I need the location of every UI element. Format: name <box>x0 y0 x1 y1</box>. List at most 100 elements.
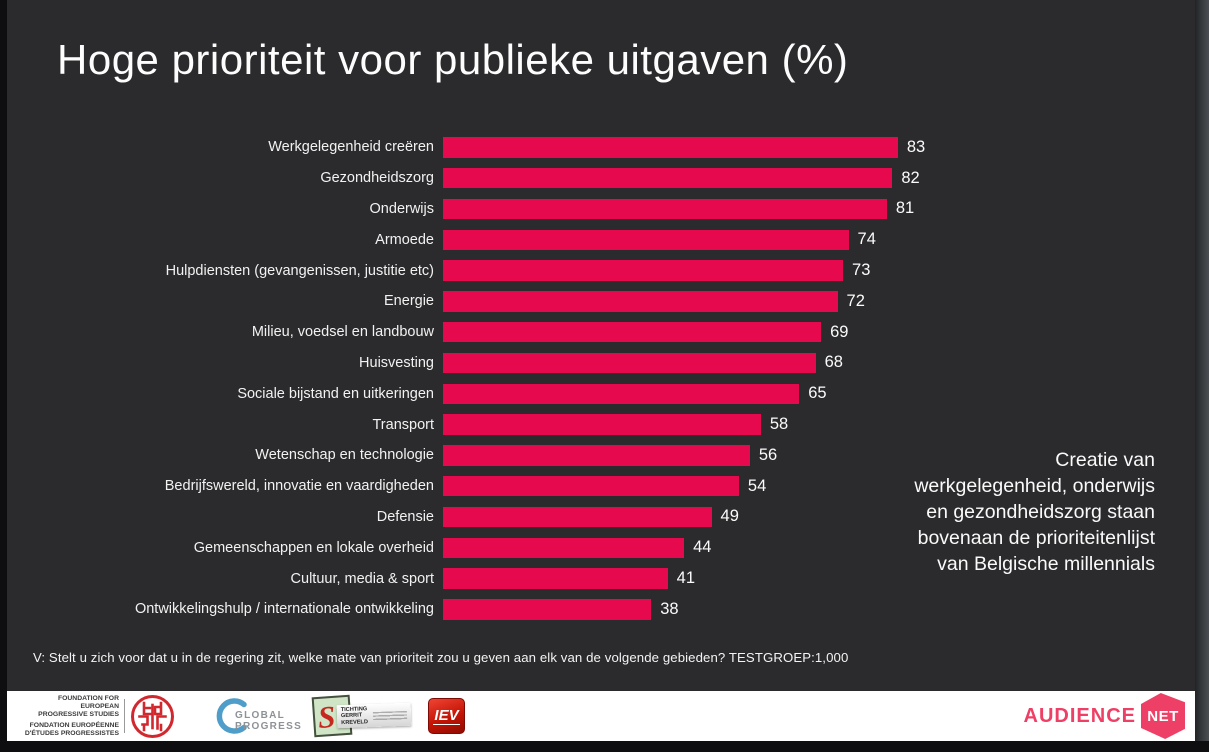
bar-value-label: 49 <box>720 507 739 526</box>
bar-area: 65 <box>443 383 1195 405</box>
bar-row: Gezondheidszorg 82 <box>7 163 1195 194</box>
global-progress-crescent-icon <box>216 698 247 734</box>
bar-value-label: 81 <box>895 199 915 218</box>
category-label: Transport <box>372 416 434 433</box>
bar <box>443 260 844 281</box>
page-title: Hoge prioriteit voor publieke uitgaven (… <box>57 36 849 83</box>
bar <box>443 291 838 312</box>
bar <box>443 414 761 435</box>
category-label: Defensie <box>376 508 434 525</box>
bar-value-label: 74 <box>857 230 876 249</box>
bar <box>443 599 652 620</box>
bar-value-label: 44 <box>693 538 712 557</box>
bar-row: Huisvesting 68 <box>7 348 1195 379</box>
bar <box>443 475 739 497</box>
category-label: Bedrijfswereld, innovatie en vaardighede… <box>164 478 434 495</box>
bar <box>443 445 750 466</box>
category-label: Ontwikkelingshulp / internationale ontwi… <box>134 601 434 618</box>
bar-value-label: 58 <box>769 415 789 434</box>
bar-value-label: 82 <box>901 168 920 187</box>
bar-value-label: 73 <box>852 261 871 280</box>
bar-chart-rows: Werkgelegenheid creëren 83 Gezondheidszorg… <box>7 132 1195 625</box>
bar-row: Onderwijs 81 <box>7 194 1195 225</box>
category-label: Cultuur, media & sport <box>290 570 434 587</box>
feps-name-english: FOUNDATION FOR EUROPEAN PROGRESSIVE STUD… <box>38 694 119 718</box>
gerrit-kreveld-initial: S <box>316 698 337 735</box>
bar-value-label: 38 <box>660 599 679 618</box>
survey-question-footnote: V: Stelt u zich voor dat u in de regerin… <box>33 650 849 665</box>
iev-label: IEV <box>433 706 460 725</box>
global-progress-logo: GLOBAL PROGRESS <box>213 691 303 741</box>
bar-value-label: 72 <box>846 291 865 310</box>
category-label: Werkgelegenheid creëren <box>268 139 434 156</box>
audiencenet-net-badge: NET <box>1141 693 1185 739</box>
bar-area: 38 <box>443 599 1195 620</box>
bar <box>443 568 668 589</box>
bar-area: 72 <box>443 291 1195 312</box>
bar-row: Ontwikkelingshulp / internationale ontwi… <box>7 594 1195 625</box>
bar <box>443 506 712 528</box>
bar-area: 58 <box>443 414 1195 435</box>
gerrit-kreveld-logo: S TICHTING GERRIT KREVELD <box>311 691 412 741</box>
bar-row: Werkgelegenheid creëren 83 <box>7 132 1195 163</box>
bar-row: Transport 58 <box>7 409 1195 440</box>
audiencenet-wordmark: AUDIENCE <box>1023 704 1136 727</box>
bar-area: 68 <box>443 352 1195 374</box>
bar <box>443 229 849 251</box>
bar-area: 41 <box>443 568 1195 589</box>
bar-row: Energie 72 <box>7 286 1195 317</box>
iev-logo: IEV <box>428 698 465 734</box>
bar-value-label: 41 <box>676 569 696 588</box>
bar-row: Cultuur, media & sport 41 <box>7 563 1195 594</box>
category-label: Onderwijs <box>369 200 434 217</box>
bar-area: 73 <box>443 260 1195 281</box>
bar-row: Defensie 49 <box>7 502 1195 533</box>
category-label: Wetenschap en technologie <box>255 447 434 464</box>
category-label: Gemeenschappen en lokale overheid <box>193 539 434 556</box>
bar-area: 49 <box>443 506 1195 528</box>
key-insight-text: Creatie van werkgelegenheid, onderwijs e… <box>914 449 1155 575</box>
bar-area: 44 <box>443 537 1195 558</box>
category-label: Sociale bijstand en uitkeringen <box>237 385 434 402</box>
category-label: Milieu, voedsel en landbouw <box>251 324 434 341</box>
viewer-page-edge <box>1195 0 1209 741</box>
bar-row: Gemeenschappen en lokale overheid 44 <box>7 532 1195 563</box>
gerrit-kreveld-banner-label: TICHTING GERRIT KREVELD <box>336 702 412 729</box>
feps-name-french: FONDATION EUROPÉENNE D'ÉTUDES PROGRESSIS… <box>24 721 119 737</box>
bar-row: Sociale bijstand en uitkeringen 65 <box>7 378 1195 409</box>
bar <box>443 167 893 189</box>
bar-value-label: 68 <box>824 353 843 372</box>
bar-area: 81 <box>443 198 1195 220</box>
bar <box>443 352 816 374</box>
bar <box>443 537 685 558</box>
bar-chart: Werkgelegenheid creëren 83 Gezondheidszorg… <box>7 132 1195 625</box>
feps-wordmark: FOUNDATION FOR EUROPEAN PROGRESSIVE STUD… <box>23 691 119 741</box>
slide-page: Hoge prioriteit voor publieke uitgaven (… <box>7 0 1195 741</box>
global-progress-label: GLOBAL PROGRESS <box>235 710 303 732</box>
bar <box>443 321 822 343</box>
bar-row: Wetenschap en technologie 56 <box>7 440 1195 471</box>
feps-divider <box>124 699 125 733</box>
bar-row: Bedrijfswereld, innovatie en vaardighede… <box>7 471 1195 502</box>
bar-value-label: 65 <box>808 384 827 403</box>
bar-area: 54 <box>443 475 1195 497</box>
bar-area: 83 <box>443 137 1195 158</box>
category-label: Huisvesting <box>359 354 434 371</box>
feps-seal-icon <box>130 691 175 741</box>
bar-row: Armoede 74 <box>7 224 1195 255</box>
bar <box>443 137 898 158</box>
bar-value-label: 56 <box>758 445 778 464</box>
bar-area: 82 <box>443 167 1195 189</box>
bar-row: Milieu, voedsel en landbouw 69 <box>7 317 1195 348</box>
category-label: Hulpdiensten (gevangenissen, justitie et… <box>165 262 434 279</box>
bar-value-label: 83 <box>906 137 926 156</box>
category-label: Gezondheidszorg <box>320 170 434 187</box>
bar-area: 74 <box>443 229 1195 251</box>
category-label: Energie <box>384 293 434 310</box>
bar-value-label: 69 <box>830 322 849 341</box>
bar <box>443 198 887 220</box>
bar-area: 69 <box>443 321 1195 343</box>
bar-row: Hulpdiensten (gevangenissen, justitie et… <box>7 255 1195 286</box>
logo-footer: FOUNDATION FOR EUROPEAN PROGRESSIVE STUD… <box>7 691 1195 741</box>
audiencenet-logo: AUDIENCE NET <box>1024 691 1185 741</box>
